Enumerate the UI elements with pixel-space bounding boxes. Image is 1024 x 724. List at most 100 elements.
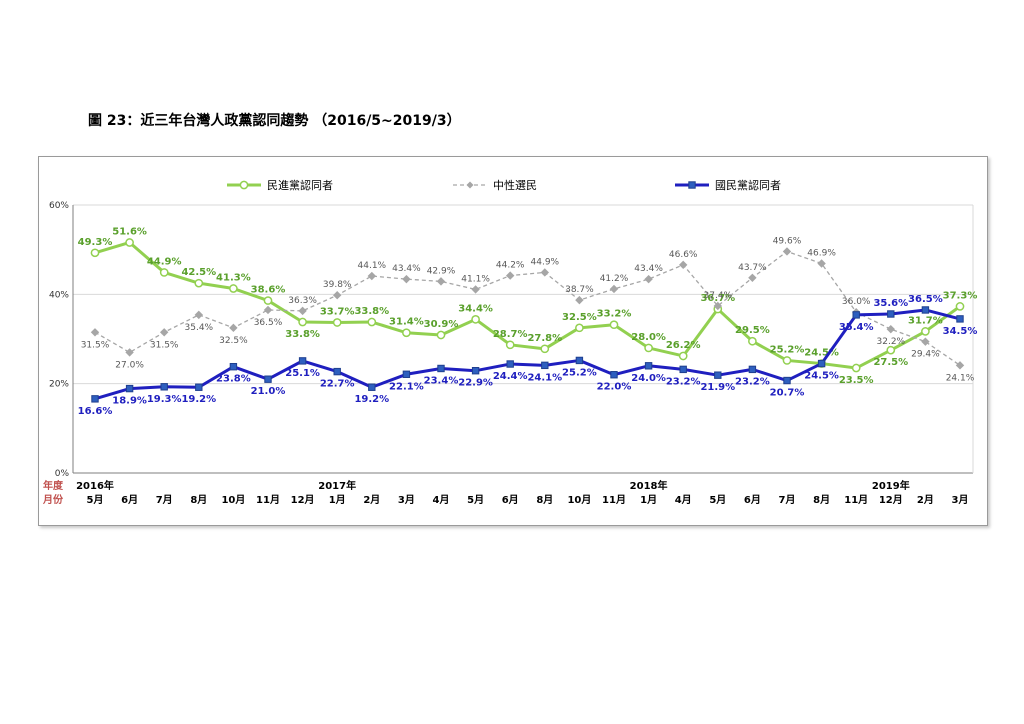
data-label: 34.4% — [458, 303, 493, 314]
data-label: 32.5% — [219, 336, 248, 346]
data-label: 30.9% — [424, 319, 459, 330]
data-label: 42.9% — [427, 266, 456, 276]
data-point — [887, 310, 895, 318]
data-label: 27.0% — [115, 360, 144, 370]
data-point — [748, 336, 757, 346]
data-label: 24.5% — [804, 348, 839, 359]
data-point — [471, 367, 480, 375]
x-tick-label: 12月 — [291, 494, 315, 506]
data-label: 25.1% — [285, 368, 320, 379]
data-point — [298, 317, 307, 327]
data-point — [505, 271, 515, 280]
data-point — [782, 247, 792, 256]
data-point — [783, 376, 791, 385]
data-label: 43.4% — [392, 264, 421, 274]
y-tick-label: 60% — [49, 201, 69, 211]
data-label: 23.8% — [216, 374, 251, 385]
data-label: 24.1% — [946, 373, 975, 383]
data-point — [298, 357, 307, 365]
legend-label: 中性選民 — [493, 178, 537, 192]
data-point — [333, 367, 341, 376]
data-point — [955, 361, 965, 370]
x-tick-label: 6月 — [744, 494, 761, 506]
series-line — [94, 250, 961, 366]
data-label: 24.4% — [493, 371, 528, 382]
y-tick-label: 40% — [49, 290, 69, 300]
x-tick-label: 8月 — [536, 494, 553, 506]
x-tick-label: 2月 — [363, 494, 380, 506]
data-label: 26.2% — [666, 340, 701, 351]
data-point — [575, 356, 584, 365]
y-tick-label: 0% — [55, 469, 70, 479]
data-point — [160, 383, 168, 391]
data-label: 32.5% — [562, 312, 597, 323]
data-point — [541, 361, 549, 370]
data-point — [610, 371, 618, 379]
x-tick-label: 4月 — [433, 494, 450, 506]
data-label: 22.7% — [320, 379, 355, 390]
legend-marker — [466, 181, 474, 189]
data-point — [298, 306, 307, 316]
x-tick-label: 7月 — [156, 494, 173, 506]
data-point — [332, 318, 342, 327]
x-tick-label: 5月 — [87, 494, 104, 506]
data-label: 36.5% — [254, 318, 283, 328]
data-label: 37.4% — [704, 291, 733, 301]
data-label: 43.4% — [634, 264, 663, 274]
x-tick-label: 5月 — [467, 494, 484, 506]
data-point — [91, 395, 99, 403]
series-line — [94, 308, 961, 401]
x-header-month: 月份 — [42, 493, 64, 506]
data-label: 42.5% — [181, 267, 216, 278]
data-label: 16.6% — [78, 406, 113, 417]
data-label: 18.9% — [112, 396, 147, 407]
data-label: 41.2% — [600, 274, 629, 284]
data-label: 25.2% — [770, 344, 805, 355]
data-point — [678, 351, 688, 361]
x-tick-label: 7月 — [779, 494, 796, 506]
x-year-label: 2017年 — [318, 479, 356, 492]
data-point — [575, 323, 584, 333]
data-label: 35.6% — [873, 298, 908, 309]
data-point — [505, 340, 515, 350]
data-point — [125, 238, 134, 247]
data-label: 46.6% — [669, 250, 698, 260]
data-label: 25.2% — [562, 367, 597, 378]
data-point — [506, 360, 514, 368]
data-point — [956, 315, 964, 323]
data-point — [125, 348, 134, 357]
data-point — [921, 327, 930, 336]
x-tick-label: 8月 — [190, 494, 207, 506]
data-label: 33.8% — [285, 329, 320, 340]
data-point — [782, 356, 792, 365]
data-label: 28.0% — [631, 332, 666, 343]
data-label: 22.0% — [597, 382, 632, 393]
data-label: 31.5% — [81, 340, 110, 350]
data-label: 28.7% — [493, 329, 528, 340]
data-point — [436, 330, 446, 340]
legend-label: 國民黨認同者 — [715, 178, 781, 192]
data-label: 33.8% — [354, 306, 389, 317]
data-label: 46.9% — [807, 249, 836, 259]
data-point — [402, 370, 411, 378]
x-year-label: 2018年 — [630, 479, 668, 492]
series-line — [94, 241, 961, 370]
chart-frame: 0% 20% 40% 60% 年度 月份 5月 6月 7月 8月 10月 11月 12月 1月 2月 3月 4月… — [38, 156, 988, 526]
data-label: 20.7% — [770, 388, 805, 399]
data-label: 24.0% — [631, 373, 666, 384]
data-point — [402, 274, 411, 284]
data-label: 41.3% — [216, 273, 251, 284]
data-label: 44.1% — [358, 261, 387, 271]
data-label: 39.8% — [323, 280, 352, 290]
x-tick-label: 11月 — [256, 494, 280, 506]
data-label: 19.2% — [181, 394, 216, 405]
data-label: 44.9% — [147, 256, 182, 267]
data-point — [955, 302, 965, 311]
data-label: 35.4% — [839, 322, 874, 333]
x-header-year: 年度 — [43, 479, 64, 492]
data-point — [851, 363, 861, 373]
data-label: 31.4% — [389, 317, 424, 328]
data-label: 44.9% — [531, 257, 560, 267]
data-label: 51.6% — [112, 227, 147, 238]
legend-marker — [239, 180, 249, 190]
